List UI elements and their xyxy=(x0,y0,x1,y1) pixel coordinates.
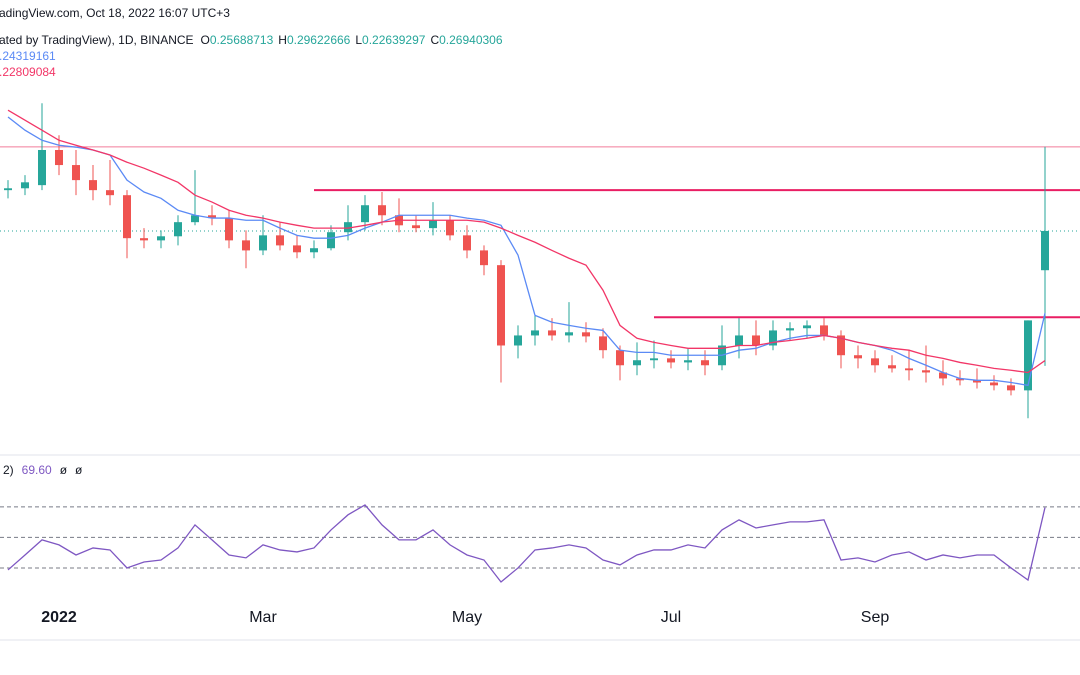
candle-body xyxy=(973,380,981,383)
rsi-line xyxy=(7,504,1046,583)
candle-body xyxy=(599,336,607,351)
rsi-value: 69.60 xyxy=(22,463,52,477)
ohlc-value: 0.29622666 xyxy=(287,33,351,47)
candle-body xyxy=(701,360,709,366)
candle-body xyxy=(752,335,760,346)
rsi-flag: ø xyxy=(75,463,83,477)
candle-body xyxy=(769,330,777,346)
candle-body xyxy=(446,220,454,236)
ohlc-value: 0.26940306 xyxy=(439,33,503,47)
candle-body xyxy=(480,250,488,266)
candle-body xyxy=(89,180,97,191)
candle-body xyxy=(361,205,369,223)
ohlc-key: L xyxy=(355,33,362,47)
candle-body xyxy=(1041,230,1049,271)
ohlc-key: O xyxy=(201,33,210,47)
candle-body xyxy=(735,335,743,346)
candle-body xyxy=(786,328,794,331)
candle-body xyxy=(123,195,131,239)
moving-average-line xyxy=(7,116,1046,387)
candle-body xyxy=(106,190,114,196)
rsi-header: 2) xyxy=(3,463,14,477)
candle-body xyxy=(616,350,624,366)
candle-body xyxy=(667,358,675,363)
ohlc-value: 0.25688713 xyxy=(210,33,274,47)
x-tick-label: Sep xyxy=(861,609,890,626)
candle-body xyxy=(327,232,335,249)
candle-body xyxy=(21,182,29,189)
candle-body xyxy=(650,358,658,361)
candle-body xyxy=(174,222,182,237)
candle-body xyxy=(259,235,267,251)
x-tick-label: Jul xyxy=(661,609,681,626)
candle-body xyxy=(344,222,352,233)
ohlc-key: H xyxy=(278,33,287,47)
candle-body xyxy=(905,368,913,371)
candle-body xyxy=(633,360,641,366)
candle-body xyxy=(582,332,590,337)
indicator-value: .24319161 xyxy=(0,49,56,63)
chart-subtitle: ated by TradingView), 1D, BINANCE xyxy=(0,33,194,47)
candle-body xyxy=(310,248,318,253)
candle-body xyxy=(820,325,828,336)
chart-header: adingView.com, Oct 18, 2022 16:07 UTC+3 xyxy=(0,6,230,20)
candle-body xyxy=(157,236,165,241)
candle-body xyxy=(514,335,522,346)
rsi-flag: ø xyxy=(60,463,68,477)
candle-body xyxy=(4,188,12,191)
candle-body xyxy=(225,218,233,241)
candle-body xyxy=(72,165,80,181)
candle-body xyxy=(803,325,811,329)
candle-body xyxy=(922,370,930,373)
moving-average-line xyxy=(7,109,1046,374)
candle-body xyxy=(140,238,148,241)
candle-body xyxy=(378,205,386,216)
candle-body xyxy=(990,382,998,386)
x-tick-label: 2022 xyxy=(41,609,77,626)
x-tick-label: May xyxy=(452,609,482,626)
candle-body xyxy=(1007,385,1015,391)
candle-body xyxy=(837,335,845,356)
x-tick-label: Mar xyxy=(249,609,277,626)
candle-body xyxy=(565,332,573,336)
candle-body xyxy=(55,149,63,166)
candle-body xyxy=(684,360,692,363)
candle-body xyxy=(854,355,862,359)
candle-body xyxy=(939,372,947,379)
candle-body xyxy=(242,240,250,251)
candle-body xyxy=(548,330,556,336)
candle-body xyxy=(429,220,437,229)
candle-body xyxy=(531,330,539,336)
candle-body xyxy=(276,235,284,246)
candle-body xyxy=(888,365,896,369)
candle-body xyxy=(497,265,505,346)
ohlc-key: C xyxy=(430,33,439,47)
candle-body xyxy=(293,245,301,253)
candle-body xyxy=(38,149,46,186)
candle-body xyxy=(871,358,879,366)
candle-body xyxy=(412,225,420,229)
candle-body xyxy=(956,378,964,381)
candle-body xyxy=(1024,320,1032,391)
ohlc-value: 0.22639297 xyxy=(362,33,426,47)
candle-body xyxy=(191,215,199,223)
candle-body xyxy=(463,235,471,251)
indicator-value: .22809084 xyxy=(0,65,56,79)
candle-body xyxy=(208,215,216,219)
